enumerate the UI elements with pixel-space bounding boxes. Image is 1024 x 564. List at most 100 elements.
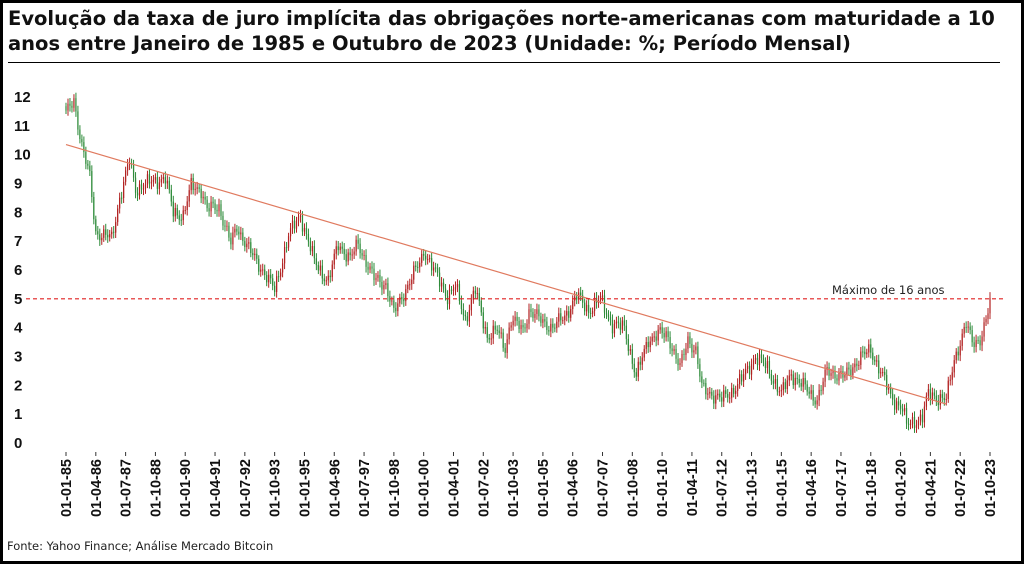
candle-body [144, 184, 147, 189]
candle-body [812, 390, 814, 401]
candle-body [639, 361, 641, 365]
candle-body [870, 344, 872, 353]
candle-body [148, 174, 151, 184]
y-tick-label: 5 [14, 291, 22, 308]
candle-body [667, 331, 669, 337]
candle-body [733, 387, 735, 394]
candle-body [413, 265, 415, 280]
candle-body [518, 320, 520, 330]
candle-body [202, 196, 204, 199]
candle-body [665, 331, 667, 338]
x-tick-label: 01-10-03 [506, 459, 522, 517]
candle-body [67, 103, 69, 111]
candle-body [303, 227, 306, 232]
candle-body [587, 304, 590, 313]
candle-body [818, 389, 820, 401]
candle-body [500, 332, 502, 334]
candle-body [329, 275, 331, 278]
candle-body [339, 246, 341, 251]
candle-body [164, 177, 166, 184]
candle-body [504, 347, 506, 353]
candle-body [224, 225, 226, 227]
x-tick-label: 01-10-13 [745, 459, 761, 517]
candle-body [621, 320, 624, 330]
candle-body [301, 215, 304, 232]
candle-body [341, 246, 343, 249]
candle-body [750, 364, 753, 375]
candle-body [615, 321, 618, 324]
y-tick-label: 3 [14, 349, 22, 366]
x-tick-label: 01-01-15 [774, 459, 790, 517]
candle-body [498, 330, 500, 334]
x-tick-label: 01-10-88 [148, 459, 164, 517]
candle-body [182, 210, 184, 221]
candlestick-series [65, 92, 991, 433]
candle-body [784, 382, 786, 390]
candle-body [939, 394, 941, 406]
x-tick-label: 01-07-87 [119, 459, 135, 517]
candle-body [957, 351, 959, 356]
candle-body [742, 374, 745, 382]
candle-body [111, 231, 113, 235]
candle-body [466, 316, 469, 322]
candle-body [448, 289, 451, 305]
candle-body [331, 264, 333, 278]
candle-body [862, 351, 864, 353]
candle-body [973, 342, 975, 348]
candle-body [188, 190, 190, 202]
candle-body [721, 397, 723, 402]
candle-body [440, 282, 443, 287]
candle-body [752, 360, 755, 365]
candle-body [236, 228, 238, 232]
candle-body [560, 313, 562, 321]
candle-body [295, 220, 298, 229]
candle-body [562, 320, 564, 322]
candle-body [377, 275, 379, 278]
chart-title: Evolução da taxa de juro implícita das o… [8, 7, 995, 55]
x-tick-label: 01-04-16 [804, 459, 820, 517]
candle-body [802, 378, 804, 387]
candle-body [101, 237, 103, 241]
candle-body [442, 282, 445, 289]
candle-body [627, 338, 629, 351]
candle-body [337, 246, 339, 251]
candle-body [258, 258, 260, 272]
candle-body [897, 401, 900, 406]
candle-body [389, 296, 391, 302]
candle-body [383, 284, 385, 290]
candle-body [828, 367, 830, 376]
candle-body [651, 336, 653, 342]
candle-body [262, 269, 264, 271]
candle-body [951, 372, 953, 380]
x-tick-label: 01-01-10 [655, 459, 671, 517]
candle-body [919, 414, 922, 421]
candle-body [778, 391, 780, 393]
candle-body [230, 237, 232, 245]
candle-body [593, 297, 596, 311]
candle-body [311, 246, 314, 252]
candle-body [405, 289, 407, 302]
x-tick-label: 01-07-22 [953, 459, 969, 517]
candle-body [95, 219, 97, 232]
candle-body [103, 229, 105, 238]
candle-body [450, 289, 453, 291]
candle-body [882, 372, 884, 374]
x-tick-label: 01-07-07 [596, 459, 612, 517]
candle-body [478, 293, 480, 301]
candle-body [319, 265, 321, 271]
candle-body [427, 258, 429, 260]
candle-body [266, 275, 268, 283]
candle-body [842, 371, 844, 378]
candle-body [291, 220, 294, 229]
candle-body [907, 423, 910, 425]
candle-body [126, 164, 129, 171]
x-tick-label: 01-01-00 [417, 459, 433, 517]
candle-body [768, 360, 771, 374]
candle-body [611, 319, 614, 334]
candle-body [482, 312, 484, 329]
candle-body [321, 265, 323, 279]
candle-body [522, 325, 524, 328]
candle-body [244, 241, 246, 248]
candle-body [927, 389, 930, 396]
